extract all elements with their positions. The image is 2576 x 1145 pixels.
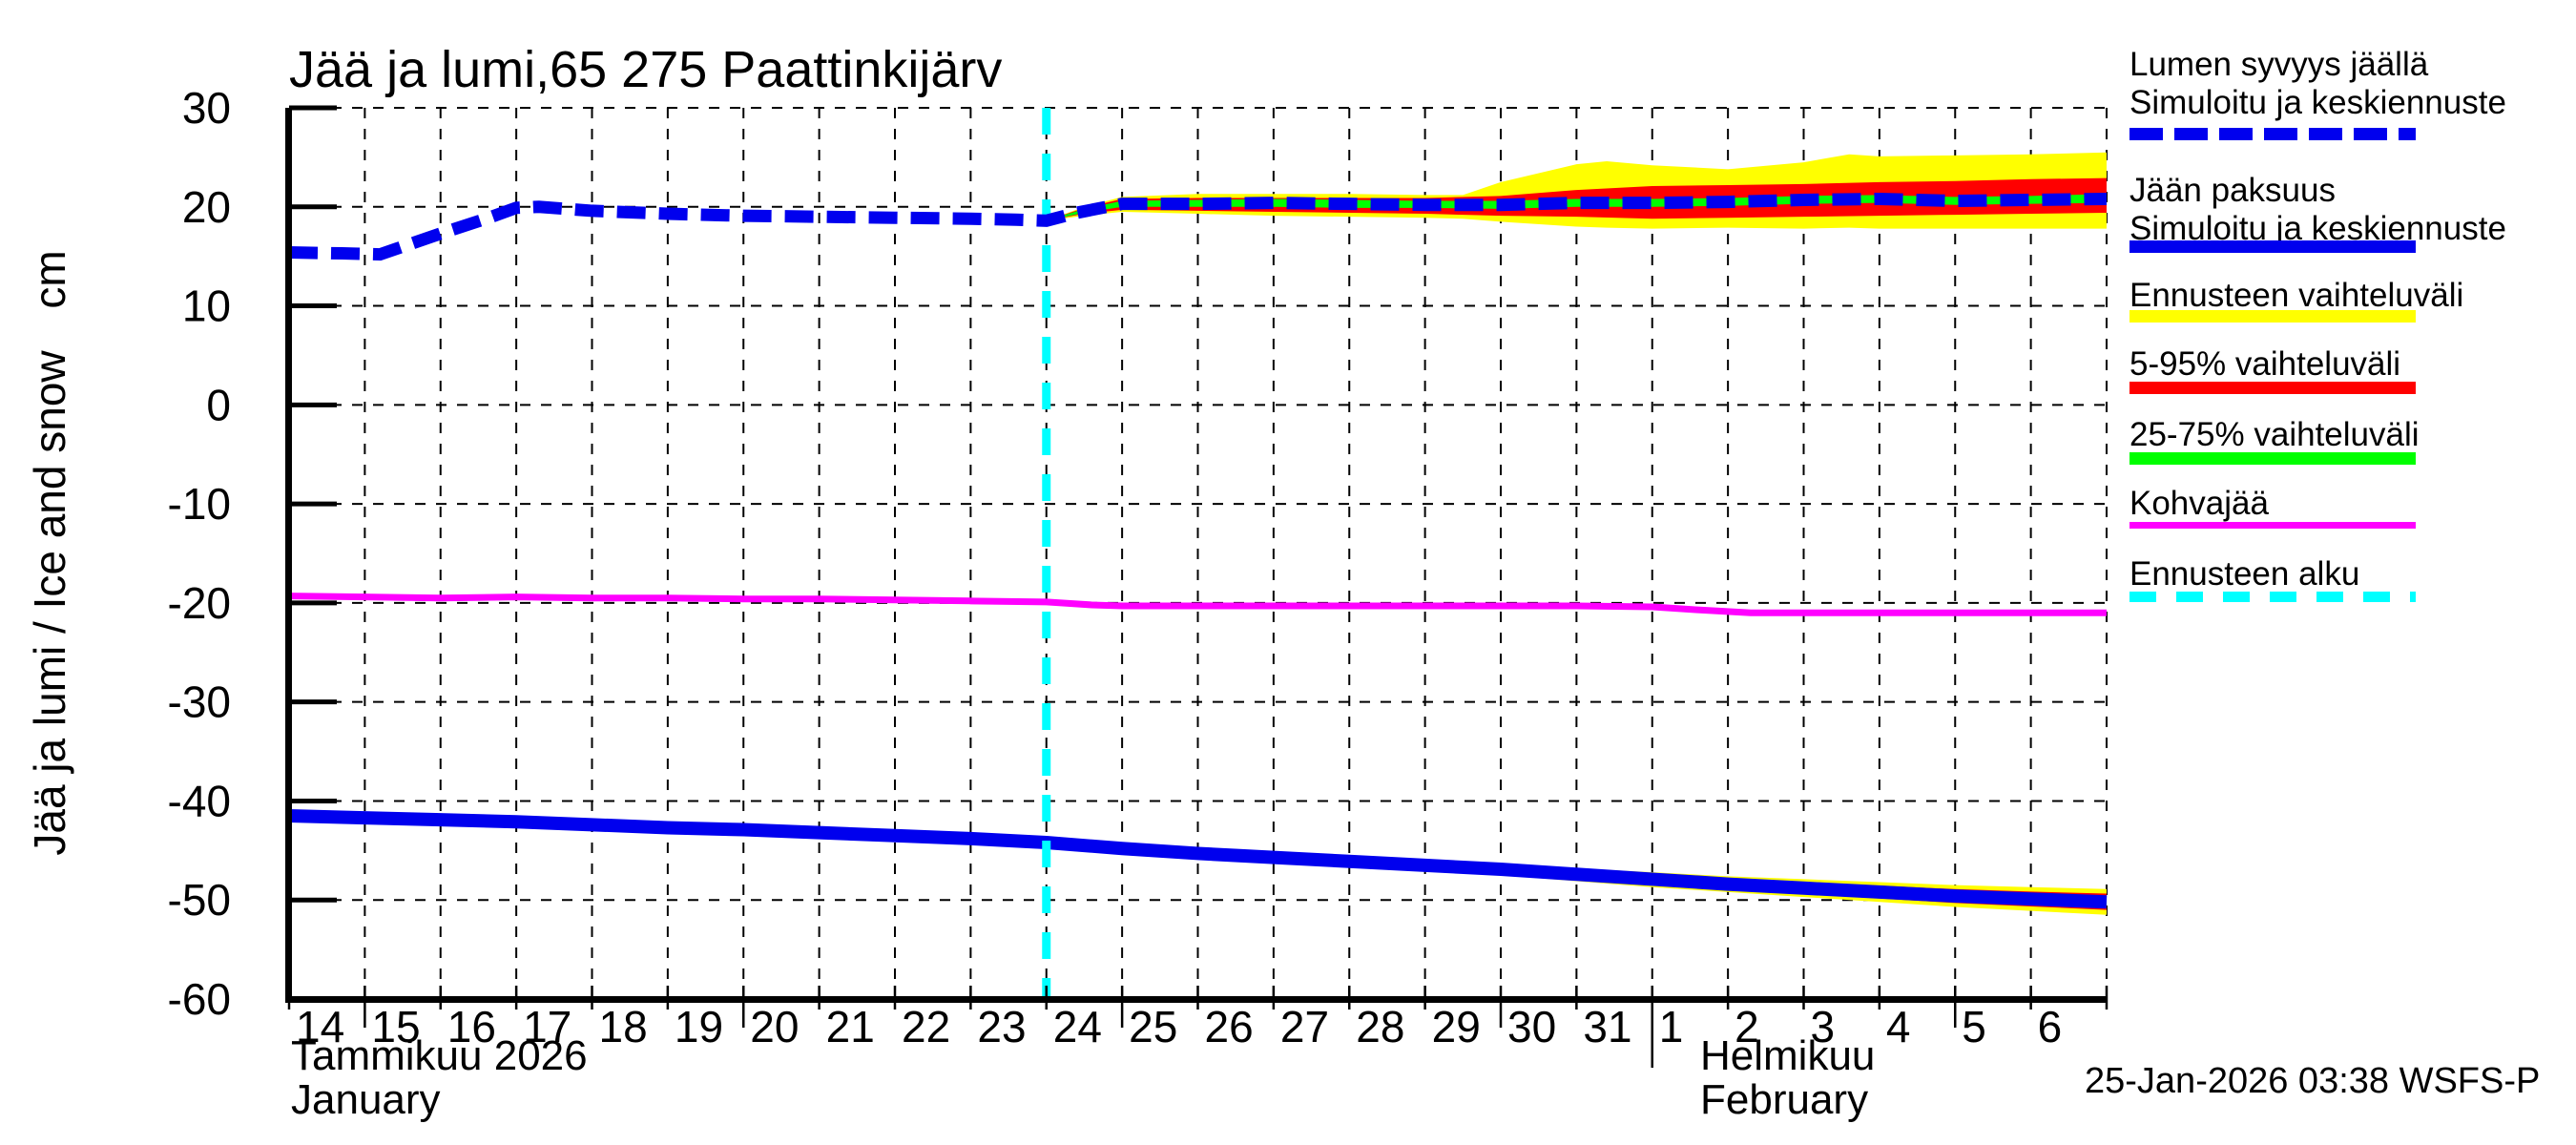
legend-label-p25-75: 25-75% vaihteluväli [2129, 416, 2420, 453]
y-tick-labels: 30 20 10 0 -10 -20 -30 -40 -50 -60 [168, 83, 231, 1024]
x-tick-label: 1 [1659, 1002, 1684, 1051]
legend-swatch-p25-75 [2129, 452, 2416, 465]
x-tick-label: 3 [1811, 1002, 1836, 1051]
legend-label-ice-sim: Jään paksuus [2129, 172, 2336, 209]
legend-label-kohvajaa: Kohvajää [2129, 485, 2269, 522]
x-tick-label: 6 [2038, 1002, 2063, 1051]
gridlines [289, 107, 2108, 999]
x-tick-label: 18 [599, 1002, 648, 1051]
legend-swatch-ice-sim [2129, 240, 2416, 253]
y-tick-label: 10 [182, 281, 231, 331]
x-tick-label: 27 [1280, 1002, 1329, 1051]
snow-depth-line [288, 192, 2108, 261]
y-tick-label: 0 [206, 380, 231, 429]
legend-swatch-kohvajaa [2129, 522, 2416, 529]
legend-swatch-p5-95 [2129, 382, 2416, 394]
y-tick-label: -10 [168, 479, 231, 529]
x-axis-month-january-en: January [291, 1076, 441, 1123]
x-tick-labels: 14 15 16 17 18 19 20 21 22 23 24 25 26 27 28 29 30 31 1 2 3 4… [296, 1002, 2062, 1051]
y-axis-unit: cm [25, 250, 74, 309]
x-axis-spine [285, 996, 2107, 1003]
x-axis-month-february-en: February [1700, 1076, 1869, 1123]
legend-label-fc-range: Ennusteen vaihteluväli [2129, 277, 2464, 314]
legend-label-p5-95: 5-95% vaihteluväli [2129, 345, 2401, 383]
legend-label-snow-sim: Lumen syvyys jäällä [2129, 46, 2429, 83]
legend-label-fc-start: Ennusteen alku [2129, 555, 2360, 593]
series-lines [288, 593, 2108, 909]
y-axis-label: Jää ja lumi / Ice and snow [25, 350, 74, 856]
legend: Lumen syvyys jäällä Simuloitu ja keskienn… [2129, 0, 2576, 630]
axes [285, 105, 2109, 1068]
x-axis-month-january-fi: Tammikuu 2026 [291, 1032, 588, 1079]
y-tick-label: -50 [168, 875, 231, 925]
ice-thickness-line [288, 809, 2108, 909]
x-tick-label: 30 [1507, 1002, 1556, 1051]
legend-label-snow-sim: Simuloitu ja keskiennuste [2129, 84, 2506, 121]
chart-title: Jää ja lumi,65 275 Paattinkijärv [289, 41, 1003, 98]
y-tick-label: -30 [168, 677, 231, 727]
x-tick-label: 4 [1886, 1002, 1911, 1051]
chart-timestamp: 25-Jan-2026 03:38 WSFS-P [2085, 1061, 2541, 1101]
x-tick-label: 14 [296, 1002, 344, 1051]
y-tick-label: -60 [168, 974, 231, 1024]
y-tick-label: -40 [168, 776, 231, 825]
x-tick-label: 23 [977, 1002, 1026, 1051]
x-tick-label: 26 [1205, 1002, 1254, 1051]
x-tick-label: 24 [1053, 1002, 1102, 1051]
y-axis-spine [285, 108, 292, 1002]
x-tick-label: 2 [1735, 1002, 1759, 1051]
x-tick-label: 20 [750, 1002, 799, 1051]
x-tick-label: 16 [447, 1002, 496, 1051]
x-tick-label: 5 [1962, 1002, 1986, 1051]
y-tick-label: 20 [182, 182, 231, 232]
x-tick-label: 21 [826, 1002, 875, 1051]
x-tick-label: 19 [675, 1002, 723, 1051]
x-tick-label: 17 [523, 1002, 571, 1051]
x-tick-label: 15 [371, 1002, 420, 1051]
legend-swatch-snow-sim [2129, 128, 2416, 140]
x-tick-label: 25 [1129, 1002, 1177, 1051]
x-tick-label: 29 [1432, 1002, 1481, 1051]
x-tick-label: 22 [902, 1002, 950, 1051]
kohvajaa-line [288, 593, 2107, 616]
x-axis-month-february-fi: Helmikuu [1700, 1032, 1876, 1079]
y-tick-label: 30 [182, 83, 231, 133]
legend-swatch-fc-start [2129, 592, 2416, 602]
x-tick-label: 31 [1583, 1002, 1631, 1051]
snow-line [288, 192, 2108, 261]
legend-swatch-fc-range [2129, 310, 2416, 323]
y-tick-label: -20 [168, 578, 231, 628]
x-tick-label: 28 [1356, 1002, 1404, 1051]
